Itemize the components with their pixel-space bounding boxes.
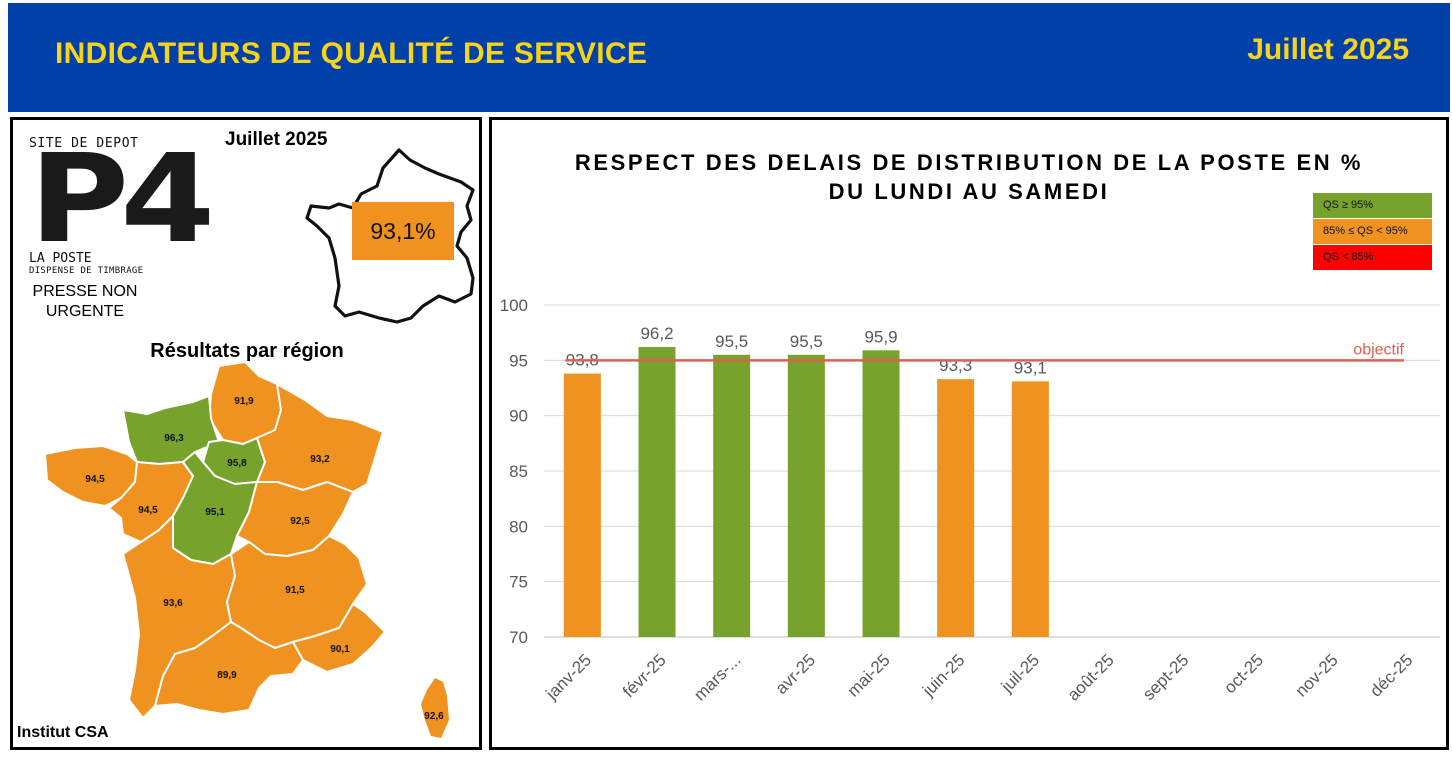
legend-label-red: QS < 85% [1323, 251, 1374, 263]
bar [787, 354, 825, 637]
bar [1011, 381, 1049, 637]
france-region-map: 91,9 96,3 95,8 93,2 94,5 94,5 95,1 92,5 … [44, 361, 449, 738]
bar [638, 347, 676, 637]
x-tick-label: janv-25 [542, 650, 596, 704]
overall-score-badge: 93,1% [352, 202, 454, 260]
region-values: 91,9 96,3 95,8 93,2 94,5 94,5 95,1 92,5 … [85, 396, 444, 722]
y-tick-label: 75 [509, 573, 528, 592]
region-value-hauts-de-france: 91,9 [234, 396, 254, 407]
source-label: Institut CSA [17, 724, 109, 741]
left-panel: SITE DE DEPOT P4 LA POSTE DISPENSE DE TI… [10, 117, 482, 750]
legend-label-orange: 85% ≤ QS < 95% [1323, 225, 1408, 237]
bar-value-label: 95,5 [790, 332, 823, 351]
chart-title-line-2: DU LUNDI AU SAMEDI [828, 179, 1110, 204]
chart-panel: RESPECT DES DELAIS DE DISTRIBUTION DE LA… [489, 117, 1449, 750]
region-value-pays-de-la-loire: 94,5 [138, 505, 158, 516]
bar-chart: 70758085909510093,8janv-2596,2févr-2595,… [500, 296, 1440, 705]
header-banner: INDICATEURS DE QUALITÉ DE SERVICE Juille… [8, 3, 1450, 112]
chart-title-line-1: RESPECT DES DELAIS DE DISTRIBUTION DE LA… [574, 150, 1364, 175]
legend-item-green: QS ≥ 95% [1313, 193, 1432, 218]
logo-big-text: P4 [29, 128, 215, 270]
category-line-1: PRESSE NON [32, 283, 138, 300]
y-tick-label: 70 [509, 628, 528, 647]
x-tick-label: mars-... [690, 650, 744, 704]
region-value-corse: 92,6 [424, 711, 444, 722]
page-title: INDICATEURS DE QUALITÉ DE SERVICE [55, 37, 648, 70]
x-tick-label: nov-25 [1292, 650, 1342, 700]
y-tick-label: 85 [509, 462, 528, 481]
bar-value-label: 93,1 [1014, 358, 1047, 377]
category-line-2: URGENTE [45, 303, 125, 320]
header-date: Juillet 2025 [1247, 33, 1409, 66]
x-tick-label: mai-25 [844, 650, 894, 700]
category-label: PRESSE NON URGENTE [13, 282, 157, 322]
bar [937, 379, 975, 637]
legend-item-red: QS < 85% [1313, 245, 1432, 270]
bar [862, 350, 900, 637]
period-label: Juillet 2025 [225, 129, 328, 150]
region-value-normandie: 96,3 [164, 433, 184, 444]
region-value-auvergne-rhone-alpes: 91,5 [285, 585, 305, 596]
bar-value-label: 93,3 [939, 356, 972, 375]
region-occitanie [154, 621, 304, 715]
region-value-centre-val-de-loire: 95,1 [205, 507, 225, 518]
x-tick-label: févr-25 [619, 650, 670, 701]
p4-logo: SITE DE DEPOT P4 LA POSTE DISPENSE DE TI… [29, 136, 215, 276]
region-paca [292, 603, 386, 673]
bar [563, 373, 601, 637]
x-tick-label: juin-25 [918, 650, 968, 700]
logo-sub-small-text: DISPENSE DE TIMBRAGE [29, 266, 144, 276]
x-tick-label: déc-25 [1366, 650, 1416, 700]
logo-sub-text: LA POSTE [29, 251, 92, 266]
bar [713, 354, 751, 637]
objective-label: objectif [1353, 341, 1404, 358]
region-value-ile-de-france: 95,8 [227, 458, 247, 469]
region-corse [421, 678, 449, 738]
region-value-grand-est: 93,2 [310, 454, 330, 465]
chart-legend: QS ≥ 95% 85% ≤ QS < 95% QS < 85% [1313, 193, 1432, 271]
logo-top-text: SITE DE DEPOT [29, 136, 139, 151]
region-value-paca: 90,1 [330, 644, 350, 655]
region-value-nouvelle-aquitaine: 93,6 [163, 598, 183, 609]
region-value-bretagne: 94,5 [85, 474, 105, 485]
y-tick-label: 95 [509, 351, 528, 370]
region-title: Résultats par région [150, 340, 344, 362]
legend-label-green: QS ≥ 95% [1323, 199, 1374, 211]
y-tick-label: 80 [509, 517, 528, 536]
bar-value-label: 95,5 [715, 332, 748, 351]
y-tick-label: 100 [500, 296, 528, 315]
y-tick-label: 90 [509, 407, 528, 426]
bar-value-label: 96,2 [640, 324, 673, 343]
chart-title: RESPECT DES DELAIS DE DISTRIBUTION DE LA… [492, 148, 1446, 206]
x-tick-label: oct-25 [1220, 650, 1267, 697]
x-tick-label: avr-25 [772, 650, 820, 698]
x-tick-label: juil-25 [997, 650, 1043, 696]
legend-item-orange: 85% ≤ QS < 95% [1313, 219, 1432, 244]
x-tick-label: sept-25 [1139, 650, 1193, 704]
region-value-occitanie: 89,9 [217, 670, 237, 681]
x-tick-label: août-25 [1064, 650, 1118, 704]
bar-value-label: 95,9 [864, 327, 897, 346]
region-value-bourgogne-franche-comte: 92,5 [290, 516, 310, 527]
